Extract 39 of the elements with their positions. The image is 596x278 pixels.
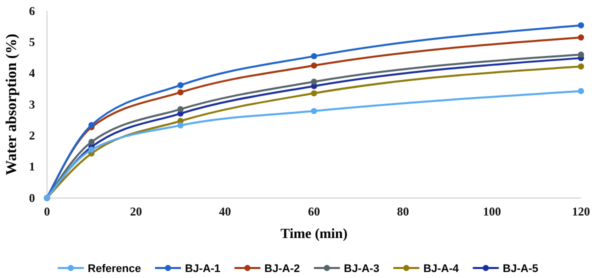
x-tick-label: 80 [397, 204, 409, 219]
point [310, 62, 318, 69]
y-axis-title: Water absorption (%) [4, 34, 20, 176]
legend-label: Reference [88, 262, 141, 275]
point [310, 78, 318, 85]
point [88, 138, 95, 145]
point [578, 22, 584, 28]
y-tick-label: 5 [29, 35, 35, 50]
point [88, 146, 95, 153]
x-axis-title: Time (min) [280, 227, 348, 242]
legend-label: BJ-A-2 [264, 262, 300, 275]
y-tick-label: 4 [29, 66, 35, 80]
x-tick-label: 0 [44, 204, 50, 219]
x-tick-label: 20 [130, 204, 142, 219]
point [578, 34, 584, 41]
legend-label: BJ-A-3 [344, 262, 380, 275]
point [310, 90, 318, 96]
legend-label: BJ-A-4 [423, 262, 460, 275]
point [177, 82, 184, 88]
point [88, 122, 95, 128]
point [310, 108, 318, 114]
y-tick-label: 2 [29, 128, 35, 143]
x-tick-label: 40 [219, 204, 231, 219]
y-tick-label: 3 [29, 97, 35, 112]
y-tick-label: 1 [29, 160, 35, 174]
point [177, 122, 184, 128]
point [310, 53, 318, 60]
point [578, 63, 584, 70]
point [578, 52, 584, 58]
legend-label: BJ-A-1 [184, 262, 220, 275]
x-tick-label: 120 [572, 204, 590, 219]
point [578, 88, 584, 94]
y-tick-label: 0 [29, 190, 35, 205]
y-tick-label: 6 [29, 4, 35, 18]
x-tick-label: 100 [483, 204, 501, 219]
point [177, 106, 184, 112]
legend-label: BJ-A-5 [502, 262, 538, 275]
x-tick-label: 60 [308, 204, 320, 219]
point [177, 89, 184, 96]
